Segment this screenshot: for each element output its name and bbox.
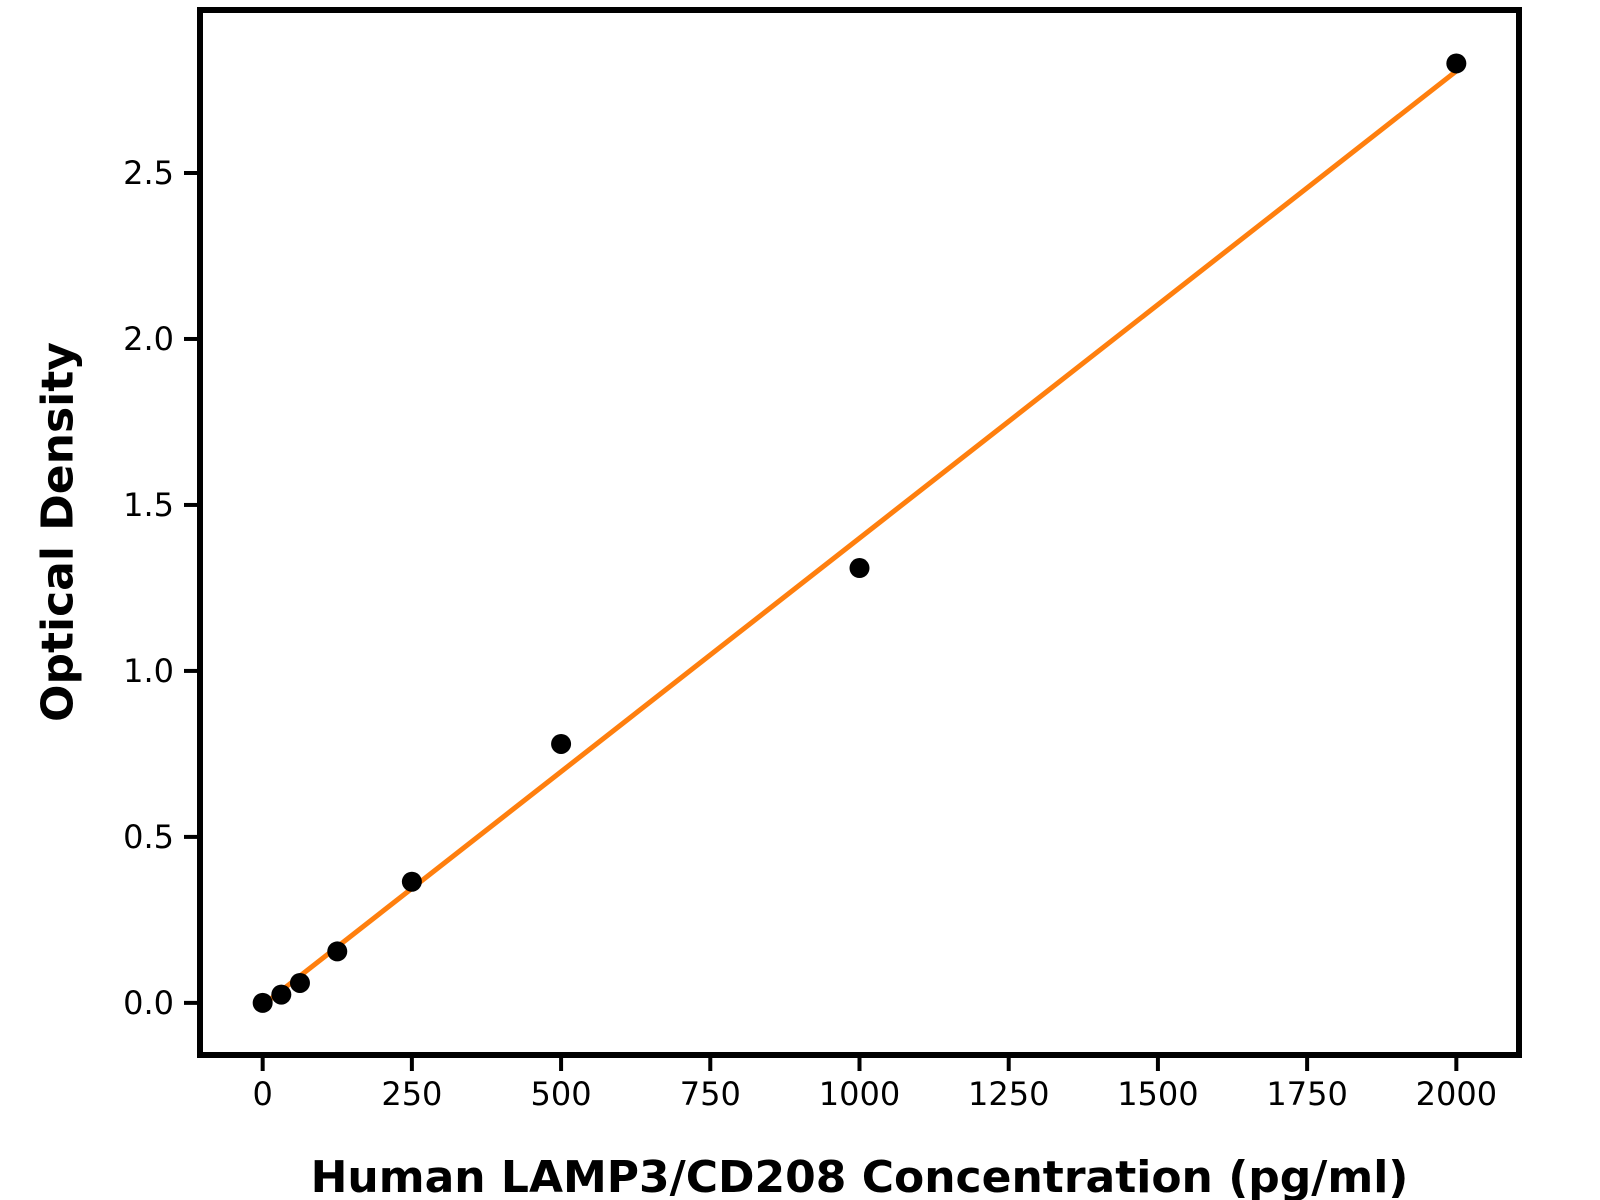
x-tick-label: 0 bbox=[252, 1075, 272, 1113]
data-point bbox=[289, 972, 310, 993]
data-point bbox=[551, 733, 572, 754]
y-axis-label: Optical Density bbox=[32, 342, 84, 722]
y-tick-label: 0.0 bbox=[123, 984, 174, 1022]
x-tick-label: 250 bbox=[381, 1075, 442, 1113]
x-tick-label: 1250 bbox=[968, 1075, 1049, 1113]
data-point bbox=[1446, 53, 1467, 74]
data-point bbox=[849, 558, 870, 579]
x-tick-label: 1000 bbox=[819, 1075, 900, 1113]
data-point bbox=[271, 984, 292, 1005]
trend-line bbox=[260, 68, 1459, 1008]
x-tick-label: 750 bbox=[680, 1075, 741, 1113]
y-tick-label: 1.0 bbox=[123, 652, 174, 690]
y-tick-label: 1.5 bbox=[123, 486, 174, 524]
x-tick-label: 500 bbox=[531, 1075, 592, 1113]
y-tick-label: 2.0 bbox=[123, 320, 174, 358]
x-tick-label: 2000 bbox=[1416, 1075, 1497, 1113]
data-point bbox=[252, 992, 273, 1013]
x-tick-label: 1750 bbox=[1266, 1075, 1347, 1113]
plot-spines bbox=[197, 7, 1522, 1058]
y-tick-label: 0.5 bbox=[123, 818, 174, 856]
x-tick-label: 1500 bbox=[1117, 1075, 1198, 1113]
data-point bbox=[401, 871, 422, 892]
data-point bbox=[327, 941, 348, 962]
x-axis-label: Human LAMP3/CD208 Concentration (pg/ml) bbox=[310, 1152, 1409, 1200]
y-tick-label: 2.5 bbox=[123, 154, 174, 192]
